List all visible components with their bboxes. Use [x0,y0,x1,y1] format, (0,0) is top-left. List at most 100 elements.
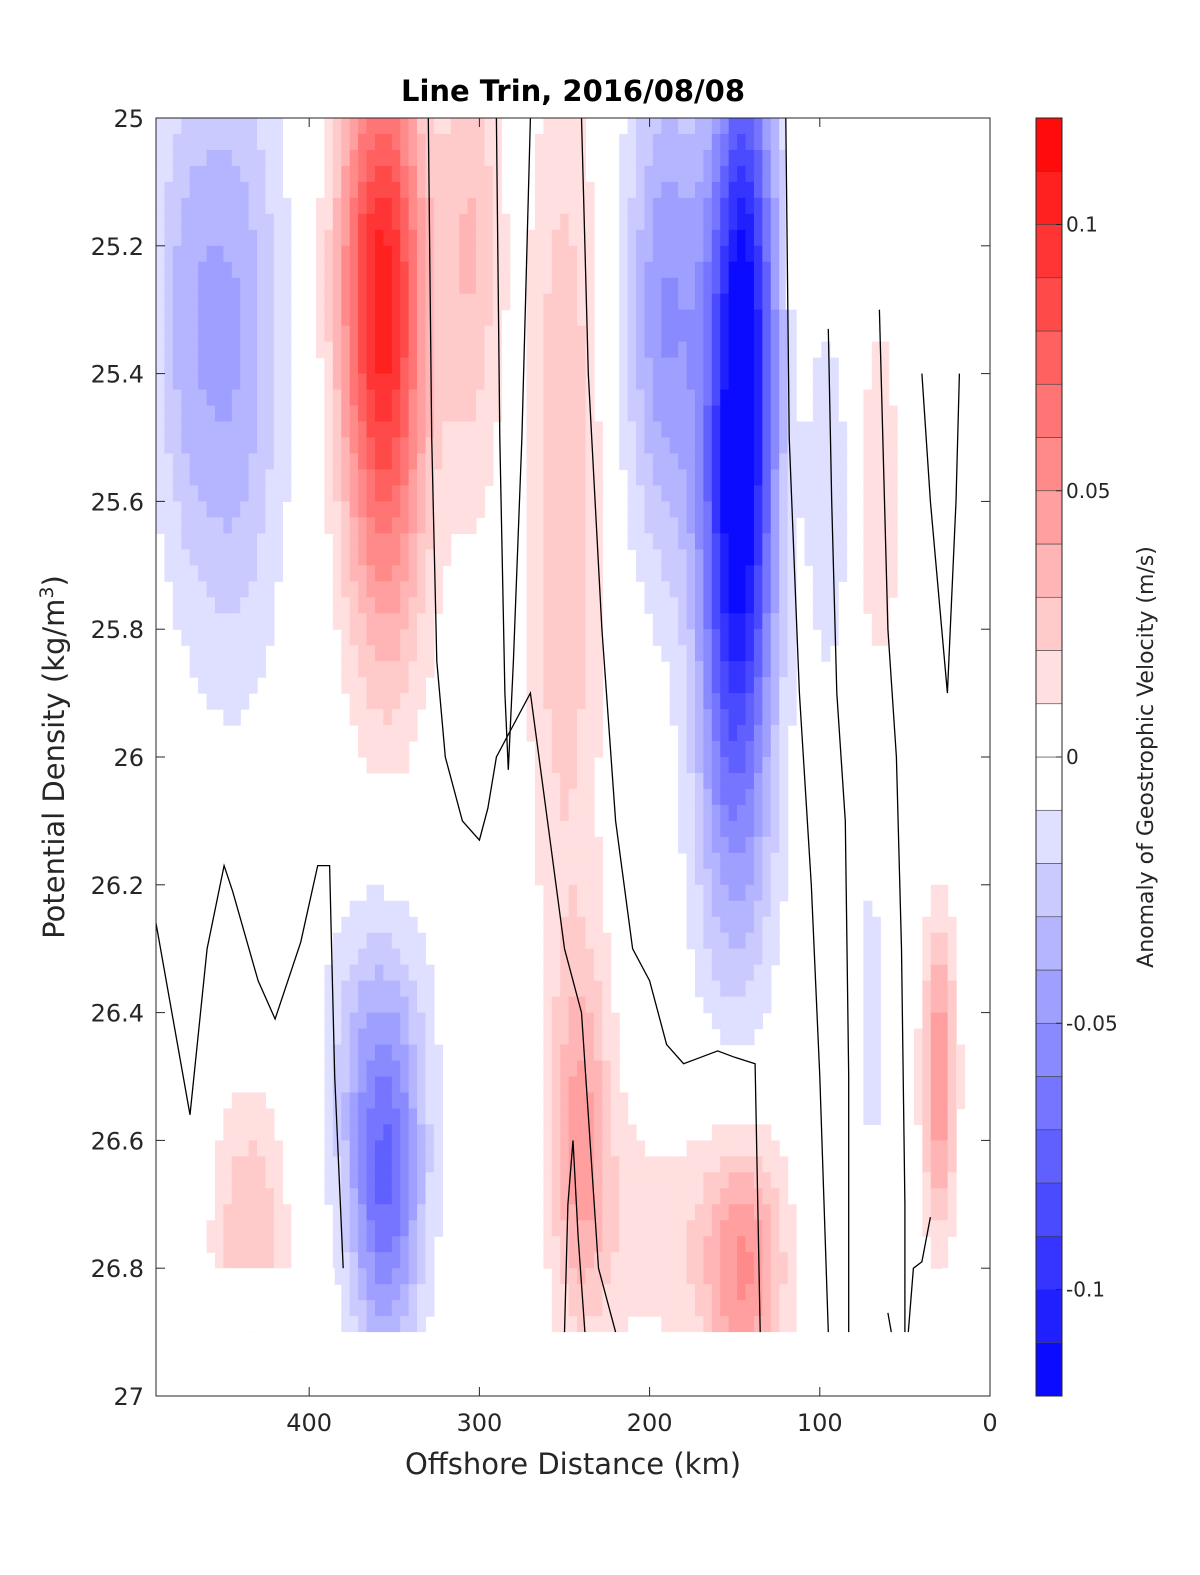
heatmap-cell [231,1108,241,1126]
heatmap-cell [686,1220,696,1237]
heatmap-cell [198,261,208,279]
heatmap-cell [366,932,376,950]
heatmap-cell [585,1092,595,1110]
heatmap-cell [568,948,578,966]
heatmap-cell [476,389,486,407]
heatmap-cell [341,629,351,646]
heatmap-cell [248,405,258,423]
heatmap-cell [433,1108,443,1126]
heatmap-cell [366,453,376,471]
heatmap-cell [593,709,603,726]
heatmap-cell [930,1220,940,1237]
heatmap-cell [231,197,241,215]
heatmap-cell [332,421,342,439]
heatmap-cell [779,357,789,375]
heatmap-cell [459,149,469,167]
heatmap-cell [652,1268,662,1285]
heatmap-cell [273,1236,283,1253]
heatmap-cell [585,565,595,582]
heatmap-cell [720,453,730,471]
heatmap-cell [711,1316,721,1333]
heatmap-cell [737,1236,747,1253]
heatmap-cell [779,597,789,614]
heatmap-cell [417,245,427,263]
heatmap-cell [332,437,342,455]
heatmap-cell [273,133,283,151]
heatmap-cell [534,485,544,502]
colorbar-segment [1035,383,1063,438]
heatmap-cell [753,980,763,998]
heatmap-cell [164,118,174,135]
heatmap-cell [812,565,822,582]
heatmap-cell [619,213,629,231]
heatmap-cell [358,1204,368,1221]
heatmap-cell [223,661,233,678]
heatmap-cell [408,118,418,135]
heatmap-cell [383,741,393,758]
heatmap-cell [913,1028,923,1046]
heatmap-cell [770,948,780,966]
heatmap-cell [913,1108,923,1126]
heatmap-cell [231,1252,241,1269]
heatmap-cell [492,389,502,407]
heatmap-cell [770,389,780,407]
heatmap-cell [770,133,780,151]
heatmap-cell [450,437,460,455]
heatmap-cell [332,517,342,534]
heatmap-cell [753,629,763,646]
heatmap-cell [417,1060,427,1078]
heatmap-cell [374,1300,384,1317]
heatmap-cell [610,1236,620,1253]
heatmap-cell [737,629,747,646]
heatmap-cell [703,1316,713,1333]
heatmap-cell [737,133,747,151]
heatmap-cell [560,1220,570,1237]
heatmap-cell [257,293,267,311]
heatmap-cell [408,1124,418,1141]
heatmap-cell [593,852,603,870]
heatmap-cell [568,1300,578,1317]
heatmap-cell [349,1076,359,1094]
heatmap-cell [417,996,427,1014]
heatmap-cell [585,661,595,678]
heatmap-cell [770,836,780,854]
heatmap-cell [796,453,806,471]
heatmap-cell [366,517,376,534]
heatmap-cell [257,261,267,279]
heatmap-cell [467,405,477,423]
heatmap-cell [636,357,646,375]
heatmap-cell [551,1092,561,1110]
heatmap-cell [534,405,544,423]
heatmap-cell [332,1172,342,1189]
heatmap-cell [417,1140,427,1157]
heatmap-cell [433,1156,443,1173]
heatmap-cell [366,181,376,199]
heatmap-cell [189,469,199,487]
heatmap-cell [257,245,267,263]
heatmap-cell [888,533,898,550]
x-tick-label: 0 [982,1409,997,1437]
heatmap-cell [240,213,250,231]
heatmap-cell [593,1268,603,1285]
heatmap-cell [273,549,283,566]
heatmap-cell [863,389,873,407]
heatmap-cell [711,549,721,566]
heatmap-cell [779,277,789,295]
heatmap-cell [349,197,359,215]
heatmap-cell [652,149,662,167]
heatmap-cell [619,1092,629,1110]
heatmap-cell [568,293,578,311]
heatmap-cell [358,1236,368,1253]
heatmap-cell [417,133,427,151]
heatmap-cell [585,1316,595,1333]
heatmap-cell [812,549,822,566]
heatmap-cell [745,916,755,934]
heatmap-cell [577,421,587,439]
heatmap-cell [737,357,747,375]
heatmap-cell [164,501,174,518]
heatmap-cell [753,916,763,934]
heatmap-cell [644,565,654,582]
heatmap-cell [543,1028,553,1046]
heatmap-cell [332,325,342,343]
heatmap-cell [728,772,738,790]
